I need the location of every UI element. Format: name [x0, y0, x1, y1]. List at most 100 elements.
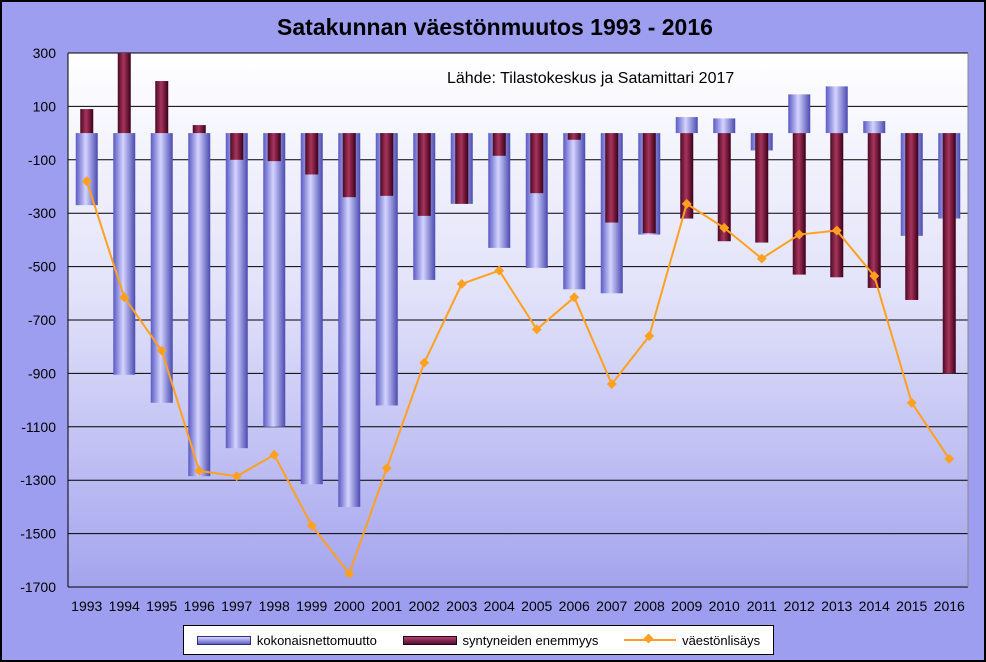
bar-kokonaisnettomuutto: [338, 133, 361, 507]
bar-syntyneiden-enemmyys: [942, 133, 956, 374]
bar-syntyneiden-enemmyys: [492, 133, 506, 156]
bar-syntyneiden-enemmyys: [230, 133, 244, 160]
bar-syntyneiden-enemmyys: [755, 133, 769, 243]
bar-syntyneiden-enemmyys: [680, 133, 694, 219]
x-tick-label: 2012: [784, 598, 815, 614]
y-tick-label: -1700: [20, 579, 56, 595]
point-vaestonlisays: [81, 176, 92, 187]
bar-syntyneiden-enemmyys: [830, 133, 844, 278]
bar-kokonaisnettomuutto: [263, 133, 286, 427]
legend-item-vaestonlisays: väestönlisäys: [624, 633, 760, 648]
point-vaestonlisays: [944, 453, 955, 464]
point-vaestonlisays: [719, 222, 730, 233]
bar-kokonaisnettomuutto: [488, 133, 511, 248]
bar-syntyneiden-enemmyys: [380, 133, 394, 196]
point-vaestonlisays: [831, 225, 842, 236]
source-annotation: Lähde: Tilastokeskus ja Satamittari 2017: [447, 70, 734, 87]
point-vaestonlisays: [344, 568, 355, 579]
bar-syntyneiden-enemmyys: [342, 133, 356, 198]
x-tick-label: 2007: [596, 598, 627, 614]
bar-syntyneiden-enemmyys: [117, 53, 131, 134]
bar-kokonaisnettomuutto: [150, 133, 173, 403]
point-vaestonlisays: [231, 471, 242, 482]
bar-syntyneiden-enemmyys: [530, 133, 544, 194]
bar-kokonaisnettomuutto: [375, 133, 398, 406]
legend-swatch-bar-blue: [196, 635, 251, 645]
x-tick-label: 2009: [671, 598, 702, 614]
point-vaestonlisays: [681, 198, 692, 209]
bar-kokonaisnettomuutto: [188, 133, 211, 477]
point-vaestonlisays: [194, 465, 205, 476]
legend-item-syntyneiden-enemmyys: syntyneiden enemmyys: [402, 632, 599, 648]
x-tick-label: 1997: [221, 598, 252, 614]
bar-kokonaisnettomuutto: [863, 121, 886, 134]
point-vaestonlisays: [494, 265, 505, 276]
bar-kokonaisnettomuutto: [300, 133, 323, 485]
bar-syntyneiden-enemmyys: [605, 133, 619, 223]
x-tick-label: 2002: [409, 598, 440, 614]
x-tick-label: 2006: [559, 598, 590, 614]
point-vaestonlisays: [756, 253, 767, 264]
point-vaestonlisays: [306, 520, 317, 531]
point-vaestonlisays: [606, 379, 617, 390]
point-vaestonlisays: [906, 397, 917, 408]
legend-swatch-line-orange: [624, 635, 677, 645]
x-tick-label: 1998: [259, 598, 290, 614]
point-vaestonlisays: [644, 331, 655, 341]
y-tick-label: -1100: [21, 419, 56, 435]
line-vaestonlisays: [85, 180, 951, 576]
bar-syntyneiden-enemmyys: [905, 133, 919, 300]
bar-kokonaisnettomuutto: [788, 94, 811, 134]
y-tick-label: -1500: [20, 526, 56, 542]
legend-label: kokonaisnettomuutto: [256, 632, 377, 648]
bar-kokonaisnettomuutto: [825, 86, 848, 134]
bar-kokonaisnettomuutto: [225, 133, 248, 449]
bar-syntyneiden-enemmyys: [267, 133, 281, 162]
y-tick-label: -700: [28, 312, 56, 328]
x-tick-label: 2003: [446, 598, 477, 614]
x-tick-label: 2004: [484, 598, 515, 614]
bar-syntyneiden-enemmyys: [717, 133, 731, 242]
point-vaestonlisays: [869, 270, 880, 281]
x-tick-label: 1994: [109, 598, 140, 614]
bar-syntyneiden-enemmyys: [792, 133, 806, 275]
point-vaestonlisays: [269, 449, 280, 460]
x-tick-label: 2005: [521, 598, 552, 614]
x-tick-label: 2016: [934, 598, 965, 614]
chart-legend: kokonaisnettomuutto syntyneiden enemmyys…: [183, 625, 774, 655]
legend-swatch-bar-maroon: [402, 635, 457, 645]
x-tick-label: 2001: [371, 598, 402, 614]
legend-item-kokonaisnettomuutto: kokonaisnettomuutto: [196, 632, 377, 648]
y-tick-label: -1300: [20, 472, 56, 488]
y-tick-label: -100: [28, 152, 56, 168]
bar-syntyneiden-enemmyys: [455, 133, 469, 204]
bar-kokonaisnettomuutto: [713, 118, 736, 134]
y-tick-label: -900: [28, 365, 56, 381]
y-tick-label: 100: [33, 98, 57, 114]
point-vaestonlisays: [156, 345, 167, 356]
x-tick-label: 2011: [747, 598, 777, 614]
x-tick-label: 1999: [296, 598, 327, 614]
legend-label: syntyneiden enemmyys: [462, 632, 599, 648]
point-vaestonlisays: [456, 279, 467, 289]
bar-syntyneiden-enemmyys: [192, 125, 206, 134]
point-vaestonlisays: [419, 357, 430, 368]
x-tick-label: 1996: [184, 598, 215, 614]
x-tick-label: 2000: [334, 598, 365, 614]
bar-kokonaisnettomuutto: [75, 133, 98, 206]
point-vaestonlisays: [794, 229, 805, 240]
y-tick-label: -300: [28, 205, 56, 221]
bar-syntyneiden-enemmyys: [305, 133, 319, 175]
bar-kokonaisnettomuutto: [563, 133, 586, 290]
point-vaestonlisays: [531, 324, 542, 335]
bar-syntyneiden-enemmyys: [155, 81, 169, 134]
point-vaestonlisays: [569, 292, 580, 303]
x-tick-label: 2014: [859, 598, 890, 614]
x-tick-label: 2013: [821, 598, 852, 614]
x-tick-label: 2010: [709, 598, 740, 614]
x-tick-label: 2008: [634, 598, 665, 614]
bar-syntyneiden-enemmyys: [567, 133, 581, 140]
x-tick-label: 1995: [146, 598, 177, 614]
bar-syntyneiden-enemmyys: [642, 133, 656, 234]
